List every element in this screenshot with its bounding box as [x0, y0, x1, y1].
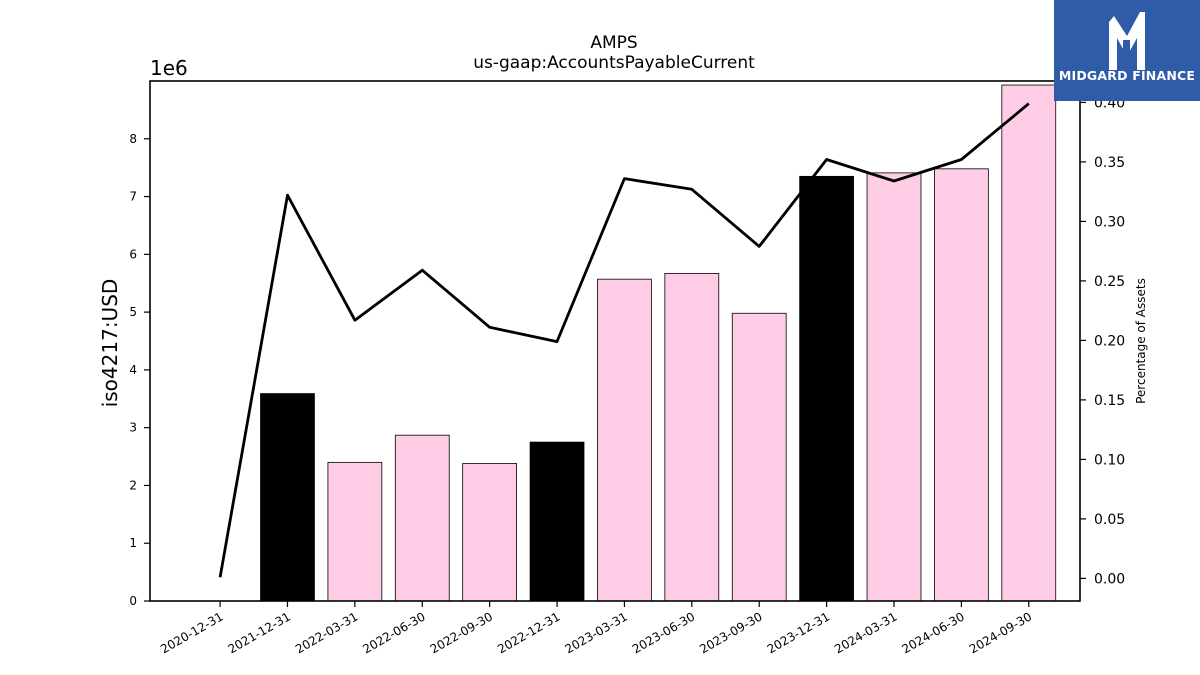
x-tick-label: 2023-12-31 [765, 609, 832, 656]
y-tick-label: 7 [129, 190, 137, 204]
bar [799, 175, 854, 602]
x-tick-label: 2024-06-30 [899, 609, 966, 656]
x-tick-label: 2022-06-30 [360, 609, 427, 656]
bar [664, 272, 720, 602]
y2-axis-label: Percentage of Assets [1134, 278, 1148, 404]
percentage-line [218, 102, 1030, 578]
x-tick-label: 2024-09-30 [967, 609, 1034, 656]
chart-title: AMPS [590, 33, 637, 53]
midgard-finance-logo: MIDGARD FINANCE [1054, 0, 1200, 101]
bar [327, 461, 383, 602]
x-tick-label: 2023-06-30 [630, 609, 697, 656]
bar [529, 441, 585, 602]
x-tick-label: 2023-09-30 [697, 609, 764, 656]
bar [731, 312, 787, 602]
bar [597, 278, 652, 602]
y2-tick-label: 0.30 [1094, 214, 1125, 230]
logo-text: MIDGARD FINANCE [1058, 68, 1196, 83]
y-tick-label: 6 [129, 247, 137, 261]
y2-tick-label: 0.35 [1094, 155, 1125, 171]
y-tick-label: 8 [129, 132, 137, 146]
y-tick-label: 0 [129, 594, 137, 608]
x-tick-label: 2023-03-31 [563, 609, 630, 656]
x-tick-label: 2022-03-31 [293, 609, 360, 656]
y2-tick-label: 0.15 [1094, 393, 1125, 409]
x-tick-label: 2024-03-31 [832, 609, 899, 656]
bar [1001, 84, 1057, 602]
y2-tick-label: 0.00 [1094, 571, 1125, 587]
x-tick-label: 2022-09-30 [428, 609, 495, 656]
y2-tick-label: 0.05 [1094, 512, 1125, 528]
y-offset-label: 1e6 [150, 56, 188, 80]
y-axis-label: iso4217:USD [98, 279, 122, 408]
y2-tick-label: 0.25 [1094, 274, 1125, 290]
y-tick-label: 3 [129, 421, 137, 435]
x-tick-label: 2021-12-31 [226, 609, 293, 656]
y-tick-label: 2 [129, 478, 137, 492]
y-tick-label: 1 [129, 536, 137, 550]
y-tick-label: 5 [129, 305, 137, 319]
bar [394, 434, 450, 602]
bar [462, 463, 518, 602]
bar [260, 393, 315, 602]
y2-tick-label: 0.10 [1094, 452, 1125, 468]
bar [866, 172, 922, 602]
y2-tick-label: 0.20 [1094, 333, 1125, 349]
x-tick-label: 2022-12-31 [495, 609, 562, 656]
bar [934, 168, 989, 602]
chart-subtitle: us-gaap:AccountsPayableCurrent [473, 53, 755, 73]
x-tick-label: 2020-12-31 [158, 609, 225, 656]
y-tick-label: 4 [129, 363, 137, 377]
